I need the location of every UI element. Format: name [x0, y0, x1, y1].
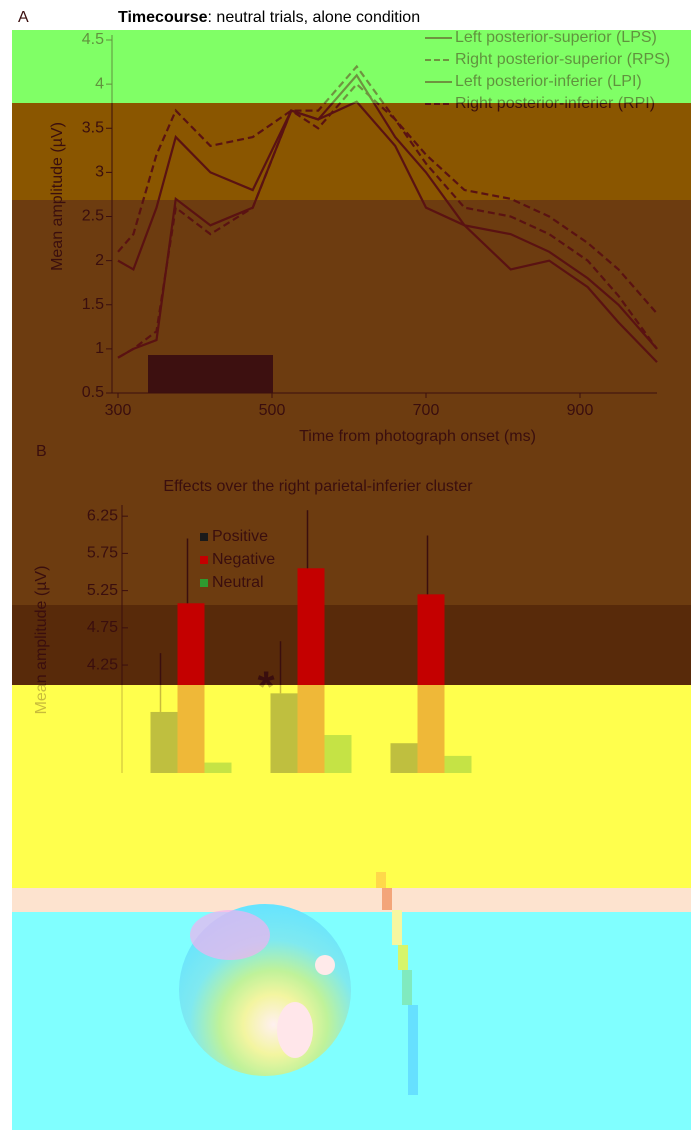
legend-label: Positive	[212, 528, 268, 545]
y-tick-label: 3.5	[82, 119, 104, 136]
x-tick-label: 700	[413, 402, 440, 419]
band	[12, 888, 691, 912]
title-bold: Timecourse	[118, 9, 208, 26]
region	[315, 955, 335, 975]
colorbar	[402, 970, 412, 1005]
band-overlay	[12, 30, 691, 103]
y-tick-label: 5.25	[87, 582, 118, 599]
band-overlay	[12, 685, 691, 888]
title-rest: : neutral trials, alone condition	[208, 9, 421, 26]
y-tick-label: 4.75	[87, 619, 118, 636]
legend-label: Neutral	[212, 574, 264, 591]
y-tick-label: 5.75	[87, 545, 118, 562]
colorbar	[376, 872, 386, 888]
chart-title: Timecourse: neutral trials, alone condit…	[118, 9, 420, 26]
x-axis-label: Time from photograph onset (ms)	[299, 428, 536, 445]
significance-bar	[148, 355, 273, 393]
colorbar	[392, 910, 402, 945]
y-tick-label: 6.25	[87, 507, 118, 524]
region	[277, 1002, 313, 1058]
y-tick-label: 4.25	[87, 656, 118, 673]
legend-swatch	[200, 579, 208, 587]
panel-label: B	[36, 443, 47, 460]
legend-swatch	[200, 556, 208, 564]
y-tick-label: 0.5	[82, 384, 104, 401]
x-tick-label: 300	[105, 402, 132, 419]
y-tick-label: 2	[95, 252, 104, 269]
y-axis-label: Mean amplitude (µV)	[33, 566, 50, 715]
x-tick-label: 500	[259, 402, 286, 419]
band	[12, 103, 691, 200]
y-tick-label: 1	[95, 340, 104, 357]
x-tick-label: 900	[567, 402, 594, 419]
y-tick-label: 3	[95, 164, 104, 181]
y-axis-label: Mean amplitude (µV)	[49, 122, 66, 271]
legend-label: Negative	[212, 551, 275, 568]
colorbar	[398, 945, 408, 970]
panel-label: A	[18, 9, 29, 26]
band	[12, 200, 691, 605]
line-series	[117, 82, 658, 359]
topographic-map	[179, 872, 418, 1095]
band	[12, 912, 691, 1130]
colorbar	[382, 888, 392, 910]
colorbar	[408, 1005, 418, 1095]
band	[12, 605, 691, 685]
chart-title: Effects over the right parietal-inferier…	[163, 478, 473, 495]
y-tick-label: 1.5	[82, 296, 104, 313]
region	[190, 910, 270, 960]
legend-swatch	[200, 533, 208, 541]
y-tick-label: 2.5	[82, 208, 104, 225]
